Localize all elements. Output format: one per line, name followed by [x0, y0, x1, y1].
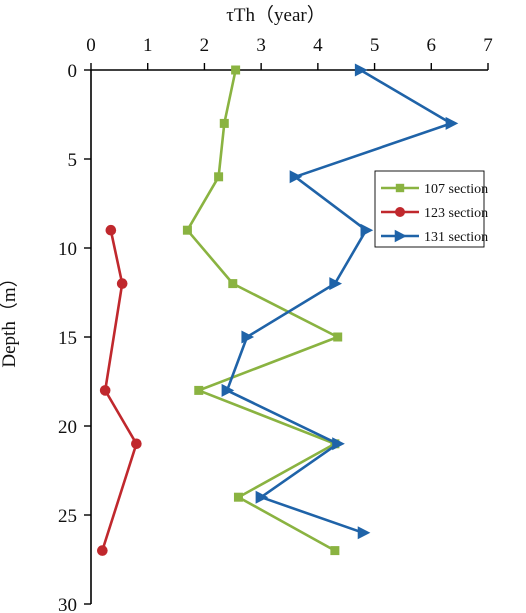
x-tick-label: 3: [256, 35, 266, 56]
legend-marker: [395, 183, 405, 193]
data-point: [289, 170, 303, 184]
series-107-section: [182, 65, 343, 556]
y-tick-label: 10: [58, 239, 77, 260]
data-point: [241, 330, 255, 344]
data-point: [333, 332, 343, 342]
legend-marker: [394, 229, 407, 243]
legend-label: 131 section: [424, 230, 488, 245]
series-line: [225, 68, 453, 535]
series-line: [186, 69, 340, 552]
series-layer: [97, 63, 459, 556]
data-point: [233, 492, 243, 502]
x-tick-label: 5: [370, 35, 380, 56]
x-tick-label: 0: [86, 35, 96, 56]
data-point: [360, 223, 374, 237]
y-tick-label: 20: [58, 417, 77, 438]
x-tick-label: 2: [200, 35, 210, 56]
data-point: [97, 545, 108, 556]
legend: 107 section 123 section 131 section: [374, 170, 488, 248]
y-axis-title: Depth（m）: [0, 268, 20, 367]
y-tick-label: 30: [58, 595, 77, 613]
data-point: [219, 118, 229, 128]
data-point: [131, 438, 142, 450]
data-point: [194, 385, 204, 395]
data-point: [329, 277, 343, 291]
data-point: [182, 225, 192, 235]
data-point: [221, 383, 235, 397]
legend-label: 107 section: [424, 182, 488, 197]
data-point: [99, 385, 111, 396]
x-tick-label: 7: [483, 35, 493, 56]
legend-label: 123 section: [424, 206, 488, 221]
axes: 0 1 2 3 4 5 6 7 0 5 10 15 20 25 30: [58, 35, 493, 613]
y-tick-label: 0: [68, 61, 78, 82]
data-point: [354, 63, 368, 77]
data-point: [231, 65, 241, 75]
series-123-section: [97, 224, 142, 556]
data-point: [255, 490, 269, 504]
x-axis-title: τTh（year）: [226, 4, 325, 26]
x-tick-label: 1: [143, 35, 153, 56]
x-tick-label: 4: [313, 35, 323, 56]
data-point: [332, 437, 345, 451]
x-tick-label: 6: [427, 35, 437, 56]
legend-box: [374, 170, 485, 248]
y-tick-label: 25: [58, 506, 77, 527]
data-point: [228, 279, 238, 289]
legend-marker: [395, 207, 405, 217]
data-point: [116, 278, 128, 289]
data-point: [105, 224, 117, 236]
data-point: [330, 546, 340, 556]
data-point: [445, 116, 459, 130]
data-point: [357, 526, 371, 540]
data-point: [214, 172, 224, 182]
series-131-section: [221, 63, 459, 540]
y-tick-label: 5: [68, 150, 78, 171]
y-tick-label: 15: [58, 328, 77, 349]
